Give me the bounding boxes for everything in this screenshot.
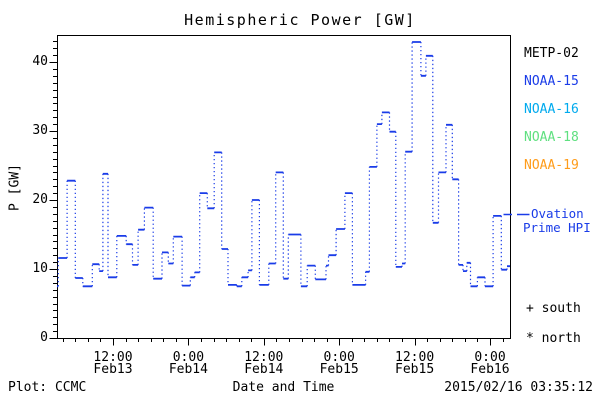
plot-source-label: Plot: CCMC (8, 380, 87, 395)
x-tick-date-label: Feb14 (168, 362, 208, 377)
y-axis-label: P [GW] (7, 164, 23, 211)
x-tick-date-label: Feb13 (93, 362, 133, 377)
x-tick-date-label: Feb15 (395, 362, 435, 377)
x-tick-date-label: Feb15 (319, 362, 359, 377)
legend-item-noaa19: NOAA-19 (524, 158, 579, 173)
legend-south-marker: + south (526, 301, 581, 316)
y-tick-label: 30 (32, 123, 48, 138)
page-title: Hemispheric Power [GW] (184, 11, 416, 29)
minor-ticks (53, 41, 504, 342)
legend-item-noaa15: NOAA-15 (524, 74, 579, 89)
y-tick-label: 10 (32, 261, 48, 276)
legend-north-marker: * north (526, 331, 581, 346)
plot-timestamp: 2015/02/16 03:35:12 (444, 380, 593, 395)
hpi-step-line-levels (57, 41, 510, 288)
major-ticks (49, 62, 491, 346)
x-tick-time-label: 12:00 (395, 350, 435, 365)
legend-ovation-line2: Prime HPI (523, 220, 591, 235)
x-tick-date-label: Feb16 (470, 362, 510, 377)
legend-item-noaa18: NOAA-18 (524, 130, 579, 145)
x-axis-label: Date and Time (232, 380, 335, 395)
plot-frame (57, 35, 511, 339)
x-tick-date-label: Feb14 (244, 362, 284, 377)
legend-item-noaa16: NOAA-16 (524, 102, 579, 117)
hpi-step-line-transitions (57, 42, 508, 287)
x-tick-time-label: 12:00 (93, 350, 133, 365)
y-tick-label: 20 (32, 192, 48, 207)
x-tick-time-label: 0:00 (172, 350, 205, 365)
y-tick-label: 40 (32, 54, 48, 69)
legend-ovation-line1: Ovation (531, 206, 584, 221)
x-tick-time-label: 0:00 (323, 350, 355, 365)
y-tick-label: 0 (40, 330, 48, 345)
legend-item-metp02: METP-02 (524, 46, 579, 61)
x-tick-time-label: 0:00 (474, 350, 506, 365)
x-tick-time-label: 12:00 (244, 350, 284, 365)
